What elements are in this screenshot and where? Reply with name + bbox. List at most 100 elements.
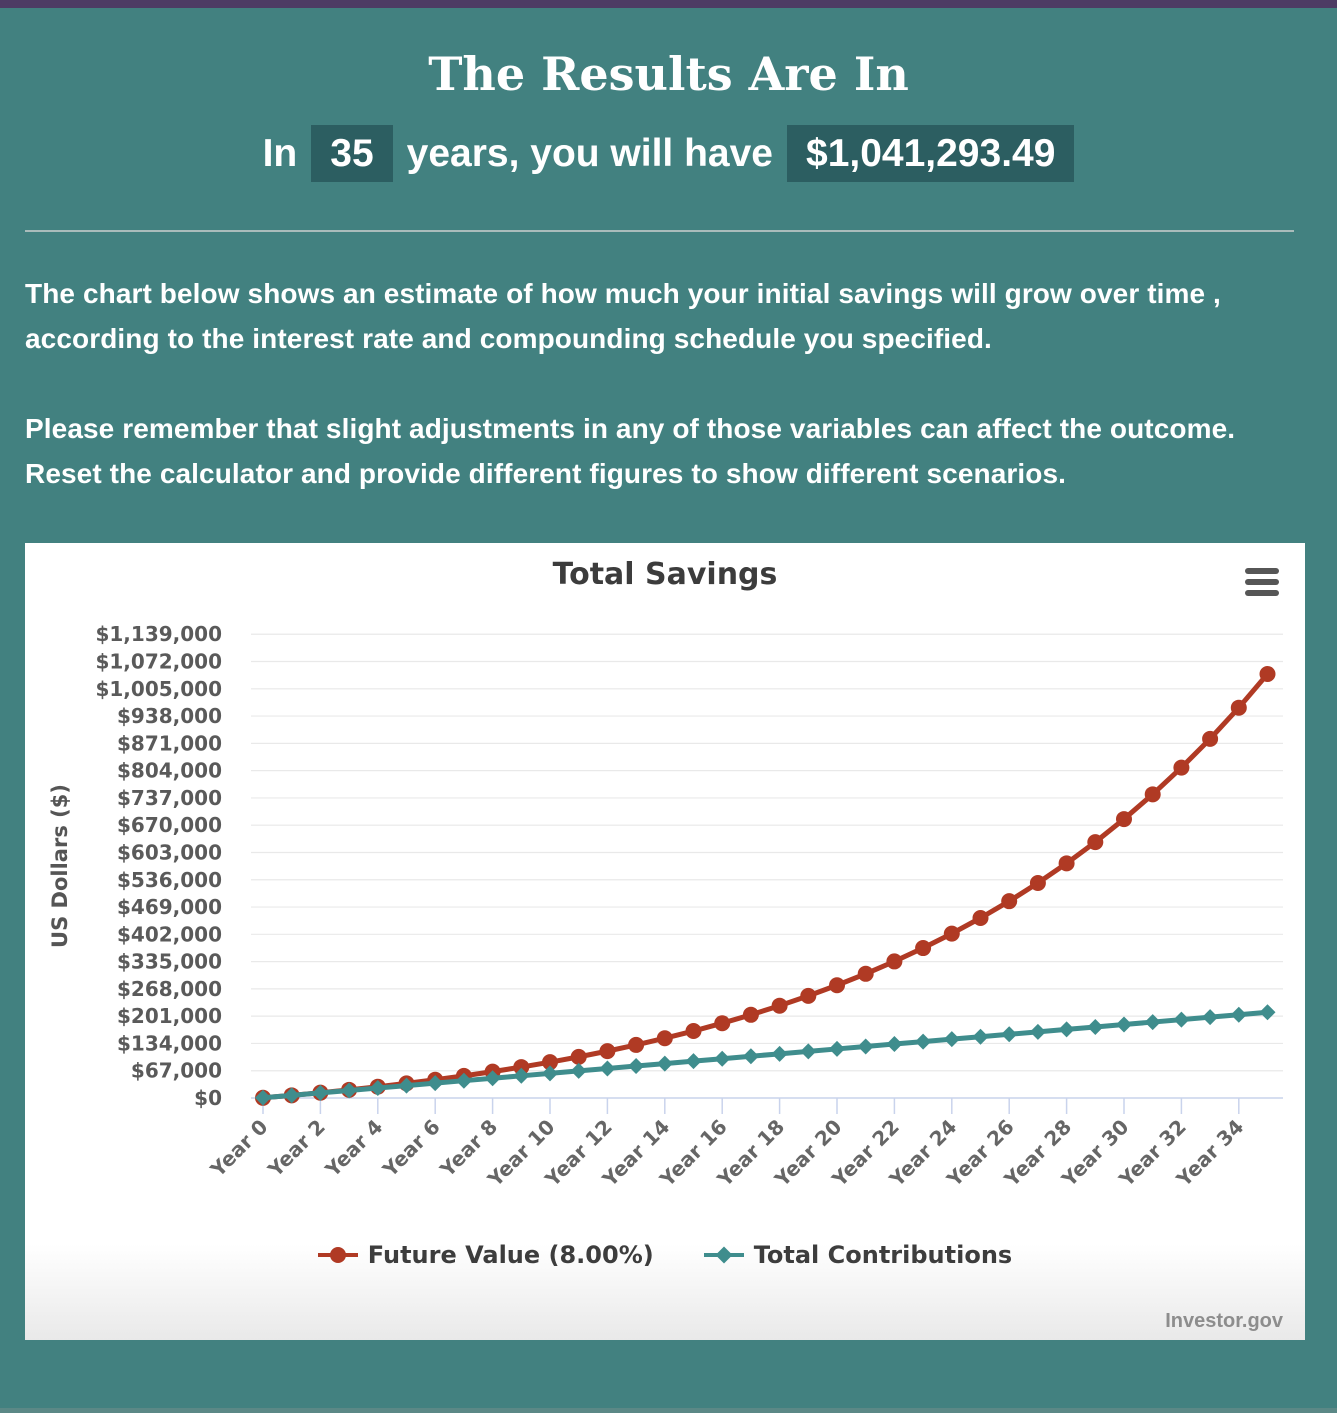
data-point-total-contributions[interactable]	[1173, 1011, 1190, 1028]
data-point-future-value[interactable]	[542, 1054, 558, 1071]
data-point-future-value[interactable]	[1173, 759, 1190, 776]
data-point-total-contributions[interactable]	[513, 1067, 530, 1084]
diamond-marker-icon	[715, 1246, 733, 1264]
data-point-future-value[interactable]	[800, 987, 817, 1004]
data-point-total-contributions[interactable]	[1029, 1023, 1046, 1040]
data-point-total-contributions[interactable]	[1144, 1014, 1161, 1031]
y-axis-tick-label: $871,000	[117, 731, 222, 755]
y-axis-tick-label: $536,000	[117, 868, 222, 892]
data-point-future-value[interactable]	[513, 1059, 530, 1076]
data-point-total-contributions[interactable]	[943, 1031, 960, 1048]
x-axis-tick-label: Year 6	[377, 1115, 444, 1182]
data-point-total-contributions[interactable]	[1087, 1019, 1104, 1036]
data-point-future-value[interactable]	[915, 940, 932, 957]
data-point-future-value[interactable]	[886, 953, 903, 970]
data-point-future-value[interactable]	[1202, 730, 1219, 747]
data-point-total-contributions[interactable]	[255, 1089, 271, 1106]
data-point-total-contributions[interactable]	[341, 1082, 358, 1099]
hamburger-bar	[1245, 590, 1279, 597]
data-point-future-value[interactable]	[1058, 855, 1075, 872]
data-point-future-value[interactable]	[1029, 875, 1046, 892]
legend-item-total-contributions[interactable]: Total Contributions	[703, 1241, 1013, 1270]
y-axis-tick-label: $737,000	[117, 786, 222, 810]
y-axis-tick-label: $201,000	[117, 1004, 222, 1028]
y-axis-tick-label: $268,000	[117, 977, 222, 1001]
data-point-total-contributions[interactable]	[312, 1084, 329, 1101]
data-point-future-value[interactable]	[1116, 811, 1132, 828]
result-summary: In 35 years, you will have $1,041,293.49	[0, 124, 1337, 182]
data-point-total-contributions[interactable]	[800, 1043, 817, 1060]
data-point-future-value[interactable]	[1087, 834, 1104, 851]
data-point-total-contributions[interactable]	[628, 1058, 645, 1075]
data-point-total-contributions[interactable]	[1259, 1004, 1276, 1021]
data-point-future-value[interactable]	[570, 1048, 587, 1065]
chart-context-menu-icon[interactable]	[1245, 568, 1279, 597]
data-point-future-value[interactable]	[857, 965, 874, 982]
x-axis-tick-label: Year 2	[262, 1115, 329, 1182]
data-point-future-value[interactable]	[1259, 666, 1276, 683]
y-axis-tick-label: $938,000	[117, 704, 222, 728]
data-point-total-contributions[interactable]	[398, 1077, 415, 1094]
data-point-future-value[interactable]	[1001, 893, 1018, 910]
result-years-value: 35	[311, 124, 393, 182]
data-point-total-contributions[interactable]	[542, 1065, 558, 1082]
top-accent-bar	[0, 0, 1337, 8]
data-point-total-contributions[interactable]	[427, 1075, 444, 1092]
y-axis-tick-label: $804,000	[117, 759, 222, 783]
data-point-future-value[interactable]	[771, 997, 788, 1014]
y-axis-tick-label: $0	[194, 1086, 222, 1110]
circle-marker-icon	[329, 1247, 346, 1264]
data-point-total-contributions[interactable]	[714, 1050, 731, 1067]
data-point-future-value[interactable]	[943, 925, 960, 942]
description-paragraph-1: The chart below shows an estimate of how…	[25, 277, 1221, 354]
data-point-total-contributions[interactable]	[1001, 1026, 1018, 1043]
legend-item-future-value[interactable]: Future Value (8.00%)	[317, 1241, 654, 1269]
result-middle-text: years, you will have	[406, 131, 773, 175]
data-point-total-contributions[interactable]	[742, 1048, 759, 1065]
data-point-future-value[interactable]	[599, 1043, 616, 1060]
data-point-total-contributions[interactable]	[484, 1070, 501, 1087]
data-point-future-value[interactable]	[656, 1030, 673, 1047]
data-point-total-contributions[interactable]	[1230, 1006, 1247, 1023]
data-point-total-contributions[interactable]	[283, 1087, 300, 1104]
data-point-total-contributions[interactable]	[886, 1036, 903, 1053]
data-point-total-contributions[interactable]	[1058, 1021, 1075, 1038]
total-savings-chart-card: Total Savings $0 $67,000 $134,000 $201,000 $…	[25, 543, 1305, 1341]
total-savings-plot: $0 $67,000 $134,000 $201,000 $268,000 $335,00…	[48, 622, 1283, 1192]
future-value-marker-icon	[317, 1246, 358, 1264]
data-point-future-value[interactable]	[742, 1006, 759, 1023]
data-point-total-contributions[interactable]	[570, 1063, 587, 1080]
legend-label-total-contributions: Total Contributions	[753, 1241, 1013, 1270]
data-point-total-contributions[interactable]	[915, 1033, 932, 1050]
y-axis-tick-label: $67,000	[131, 1059, 222, 1083]
data-point-total-contributions[interactable]	[972, 1028, 989, 1045]
data-point-total-contributions[interactable]	[656, 1055, 673, 1072]
hamburger-bar	[1245, 568, 1279, 575]
chart-legend: Future Value (8.00%) Total Contributions	[25, 1241, 1305, 1269]
total-contributions-marker-icon	[703, 1246, 744, 1264]
y-axis-title: US Dollars ($)	[48, 784, 72, 948]
data-point-total-contributions[interactable]	[771, 1045, 788, 1062]
data-point-total-contributions[interactable]	[685, 1053, 702, 1070]
data-point-future-value[interactable]	[972, 910, 989, 927]
data-point-future-value[interactable]	[685, 1023, 702, 1040]
data-point-total-contributions[interactable]	[369, 1080, 386, 1097]
data-point-future-value[interactable]	[829, 977, 845, 994]
data-point-total-contributions[interactable]	[599, 1060, 616, 1077]
y-axis-tick-label: $134,000	[117, 1032, 222, 1056]
series-line-0	[260, 671, 1270, 1101]
data-point-total-contributions[interactable]	[1202, 1009, 1219, 1026]
y-axis-tick-label: $335,000	[117, 950, 222, 974]
data-point-future-value[interactable]	[628, 1037, 645, 1054]
y-axis-tick-label: $670,000	[117, 813, 222, 837]
data-point-total-contributions[interactable]	[455, 1072, 472, 1089]
bottom-edge-strip	[0, 1408, 1337, 1413]
data-point-total-contributions[interactable]	[1116, 1016, 1132, 1033]
data-point-future-value[interactable]	[714, 1015, 731, 1032]
data-point-future-value[interactable]	[1230, 699, 1247, 716]
data-point-total-contributions[interactable]	[829, 1041, 845, 1058]
chart-title: Total Savings	[552, 557, 778, 593]
data-point-total-contributions[interactable]	[857, 1038, 874, 1055]
data-point-future-value[interactable]	[1144, 786, 1161, 803]
y-axis-tick-label: $603,000	[117, 841, 222, 865]
